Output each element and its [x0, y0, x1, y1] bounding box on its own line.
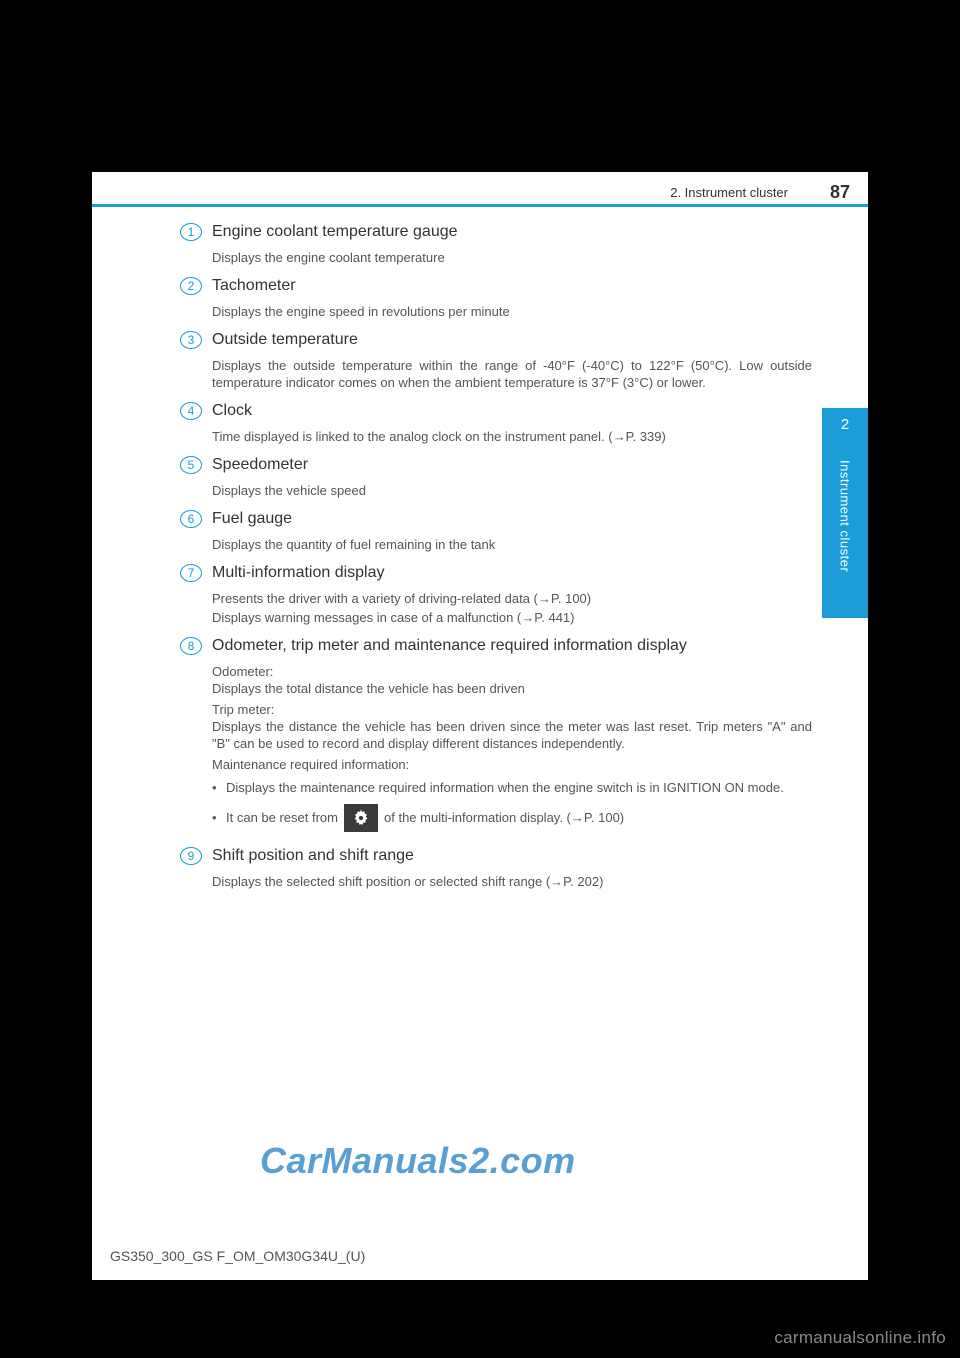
list-item: 2 Tachometer [180, 276, 820, 296]
block-label: Odometer: [212, 664, 273, 679]
list-item: 3 Outside temperature [180, 330, 820, 350]
block-label: Trip meter: [212, 702, 274, 717]
list-item: 4 Clock [180, 401, 820, 421]
item-number-badge: 1 [180, 223, 202, 241]
item-number-badge: 2 [180, 277, 202, 295]
item-description: Displays the outside temperature within … [212, 357, 812, 391]
footer-code: GS350_300_GS F_OM_OM30G34U_(U) [110, 1248, 365, 1264]
page-content: 1 Engine coolant temperature gauge Displ… [180, 222, 820, 900]
item-description: Displays the engine coolant temperature [212, 249, 812, 266]
item-description: Presents the driver with a variety of dr… [212, 590, 812, 607]
item-title: Clock [212, 401, 252, 421]
item-description: Displays the engine speed in revolutions… [212, 303, 812, 320]
item-title: Fuel gauge [212, 509, 292, 529]
item-number-badge: 6 [180, 510, 202, 528]
page-number: 87 [830, 182, 850, 203]
item-block: Trip meter: Displays the distance the ve… [212, 701, 812, 752]
item-number-badge: 7 [180, 564, 202, 582]
list-item: 6 Fuel gauge [180, 509, 820, 529]
item-number-badge: 9 [180, 847, 202, 865]
item-title: Multi-information display [212, 563, 385, 583]
item-block: Odometer: Displays the total distance th… [212, 663, 812, 697]
chapter-number: 2 [822, 416, 868, 433]
item-description: Displays the quantity of fuel remaining … [212, 536, 812, 553]
item-number-badge: 8 [180, 637, 202, 655]
settings-icon [344, 804, 378, 832]
item-title: Odometer, trip meter and maintenance req… [212, 636, 687, 656]
page-header: 2. Instrument cluster 87 [92, 182, 868, 204]
item-description: Displays the vehicle speed [212, 482, 812, 499]
item-title: Outside temperature [212, 330, 358, 350]
bullet-dot: • [212, 779, 226, 796]
item-title: Speedometer [212, 455, 308, 475]
source-brand: carmanualsonline.info [774, 1328, 946, 1348]
watermark-text: CarManuals2.com [260, 1140, 576, 1182]
item-block: Maintenance required information: [212, 756, 812, 773]
item-description: Displays warning messages in case of a m… [212, 609, 812, 626]
bullet-item: • It can be reset from of the multi-info… [212, 804, 812, 832]
item-title: Engine coolant temperature gauge [212, 222, 458, 242]
item-number-badge: 5 [180, 456, 202, 474]
bullet-item: • Displays the maintenance required info… [212, 779, 812, 796]
item-title: Shift position and shift range [212, 846, 414, 866]
chapter-label: Instrument cluster [822, 458, 868, 608]
list-item: 9 Shift position and shift range [180, 846, 820, 866]
list-item: 7 Multi-information display [180, 563, 820, 583]
block-text: Displays the distance the vehicle has be… [212, 719, 812, 751]
icon-line-after: of the multi-information display. (→P. 1… [384, 804, 624, 832]
bullet-text: Displays the maintenance required inform… [226, 779, 812, 796]
block-text: Displays the total distance the vehicle … [212, 681, 525, 696]
item-title: Tachometer [212, 276, 296, 296]
header-rule [92, 204, 868, 207]
list-item: 1 Engine coolant temperature gauge [180, 222, 820, 242]
item-description: Displays the selected shift position or … [212, 873, 812, 890]
list-item: 5 Speedometer [180, 455, 820, 475]
item-number-badge: 3 [180, 331, 202, 349]
list-item: 8 Odometer, trip meter and maintenance r… [180, 636, 820, 656]
section-title: 2. Instrument cluster [670, 185, 788, 200]
item-description: Time displayed is linked to the analog c… [212, 428, 812, 445]
icon-line-before: It can be reset from [226, 804, 338, 832]
bullet-dot: • [212, 804, 226, 832]
item-number-badge: 4 [180, 402, 202, 420]
chapter-tab: 2 Instrument cluster [822, 408, 868, 618]
block-label: Maintenance required information: [212, 757, 409, 772]
